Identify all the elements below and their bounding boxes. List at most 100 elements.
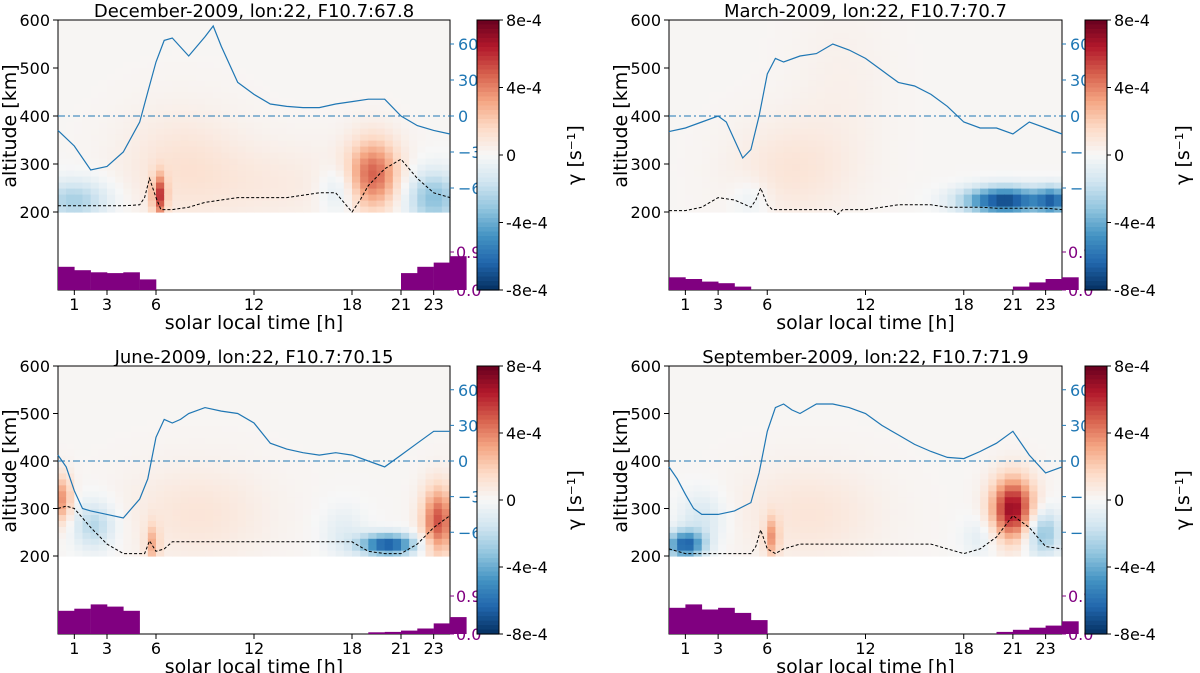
- heatmap-cell: [205, 407, 214, 415]
- colorbar-segment: [477, 495, 499, 501]
- heatmap-cell: [791, 140, 801, 147]
- heatmap-cell: [278, 502, 288, 510]
- heatmap-cell: [90, 425, 100, 432]
- heatmap-cell: [58, 514, 67, 521]
- heatmap-cell: [1021, 200, 1030, 207]
- heatmap-cell: [180, 550, 190, 557]
- colorbar-segment: [477, 24, 499, 30]
- heatmap-cell: [123, 496, 133, 504]
- colorbar-segment: [477, 419, 499, 425]
- heatmap-cell: [898, 206, 908, 213]
- heatmap-cell: [156, 188, 165, 195]
- heatmap-cell: [808, 170, 817, 177]
- colorbar-segment: [1085, 213, 1107, 219]
- heatmap-cell: [270, 508, 280, 516]
- heatmap-cell: [278, 478, 288, 486]
- heatmap-cell: [164, 92, 173, 99]
- heatmap-cell: [734, 134, 744, 141]
- heatmap-cell: [139, 20, 149, 27]
- heatmap-cell: [294, 401, 304, 409]
- heatmap-cell: [392, 532, 402, 539]
- heatmap-cell: [172, 502, 182, 510]
- heatmap-cell: [791, 98, 801, 105]
- heatmap-cell: [376, 484, 386, 492]
- heatmap-cell: [147, 496, 157, 504]
- heatmap-cell: [759, 122, 768, 129]
- heatmap-cell: [172, 532, 182, 539]
- heatmap-cell: [262, 419, 271, 426]
- heatmap-cell: [1045, 26, 1055, 33]
- heatmap-cell: [759, 164, 768, 171]
- heatmap-cell: [368, 98, 378, 105]
- heatmap-cell: [237, 140, 247, 147]
- heatmap-cell: [164, 32, 173, 39]
- heatmap-cell: [131, 401, 141, 409]
- heatmap-cell: [669, 200, 678, 207]
- heatmap-cell: [898, 188, 908, 195]
- heatmap-cell: [1053, 146, 1063, 153]
- heatmap-cell: [213, 152, 222, 159]
- heatmap-cell: [433, 164, 443, 171]
- heatmap-cell: [335, 502, 345, 510]
- heatmap-cell: [980, 50, 989, 57]
- heatmap-cell: [270, 26, 280, 33]
- heatmap-cell: [254, 377, 263, 385]
- heatmap-cell: [392, 116, 402, 123]
- heatmap-cell: [221, 526, 231, 533]
- heatmap-cell: [996, 20, 1006, 27]
- heatmap-cell: [1012, 134, 1022, 141]
- heatmap-cell: [425, 74, 435, 81]
- heatmap-cell: [890, 92, 899, 99]
- heatmap-cell: [213, 74, 222, 81]
- heatmap-cell: [906, 104, 916, 111]
- heatmap-cell: [352, 32, 361, 39]
- heatmap-cell: [409, 92, 418, 99]
- heatmap-cell: [262, 56, 271, 63]
- heatmap-cell: [750, 152, 760, 159]
- heatmap-cell: [922, 44, 932, 51]
- heatmap-cell: [311, 377, 320, 385]
- heatmap-cell: [360, 110, 369, 117]
- heatmap-cell: [319, 158, 329, 165]
- heatmap-cell: [857, 170, 867, 177]
- f-bar: [401, 273, 418, 290]
- heatmap-cell: [685, 50, 695, 57]
- heatmap-cell: [824, 134, 834, 141]
- heatmap-cell: [800, 134, 809, 141]
- heatmap-cell: [343, 206, 353, 213]
- heatmap-cell: [196, 401, 206, 409]
- heatmap-cell: [1004, 38, 1014, 45]
- heatmap-cell: [156, 20, 165, 27]
- heatmap-cell: [775, 200, 785, 207]
- heatmap-cell: [196, 532, 206, 539]
- heatmap-cell: [254, 182, 263, 189]
- heatmap-cell: [352, 86, 361, 93]
- heatmap-cell: [303, 425, 312, 432]
- heatmap-cell: [294, 366, 304, 373]
- heatmap-cell: [922, 128, 932, 135]
- heatmap-cell: [726, 152, 736, 159]
- heatmap-cell: [409, 449, 418, 456]
- heatmap-cell: [352, 20, 361, 27]
- heatmap-cell: [237, 134, 247, 141]
- heatmap-cell: [808, 176, 817, 183]
- heatmap-cell: [172, 443, 182, 450]
- heatmap-cell: [384, 188, 394, 195]
- heatmap-cell: [360, 544, 369, 551]
- heatmap-cell: [767, 164, 777, 171]
- heatmap-cell: [1053, 20, 1063, 27]
- heatmap-cell: [857, 110, 867, 117]
- heatmap-cell: [392, 520, 402, 527]
- heatmap-cell: [327, 170, 337, 177]
- heatmap-cell: [1029, 200, 1039, 207]
- heatmap-cell: [971, 188, 981, 195]
- heatmap-cell: [742, 80, 752, 87]
- heatmap-cell: [441, 44, 451, 51]
- heatmap-cell: [74, 538, 84, 545]
- heatmap-cell: [1029, 206, 1039, 213]
- heatmap-cell: [74, 152, 84, 159]
- heatmap-cell: [115, 461, 124, 468]
- heatmap-cell: [425, 425, 435, 432]
- heatmap-cell: [693, 194, 703, 201]
- heatmap-cell: [319, 152, 329, 159]
